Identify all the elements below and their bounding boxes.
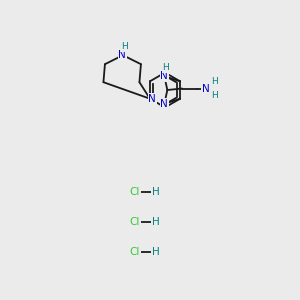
- Text: H: H: [152, 247, 160, 257]
- Text: N: N: [160, 71, 168, 81]
- Text: Cl: Cl: [130, 247, 140, 257]
- Text: H: H: [152, 217, 160, 227]
- Text: H: H: [163, 63, 169, 72]
- Text: N: N: [148, 94, 156, 104]
- Text: H: H: [211, 77, 218, 86]
- Text: Cl: Cl: [130, 187, 140, 197]
- Text: H: H: [121, 42, 128, 51]
- Text: N: N: [202, 83, 209, 94]
- Text: H: H: [211, 91, 218, 100]
- Text: N: N: [118, 50, 126, 60]
- Text: Cl: Cl: [130, 217, 140, 227]
- Text: N: N: [160, 99, 168, 109]
- Text: H: H: [152, 187, 160, 197]
